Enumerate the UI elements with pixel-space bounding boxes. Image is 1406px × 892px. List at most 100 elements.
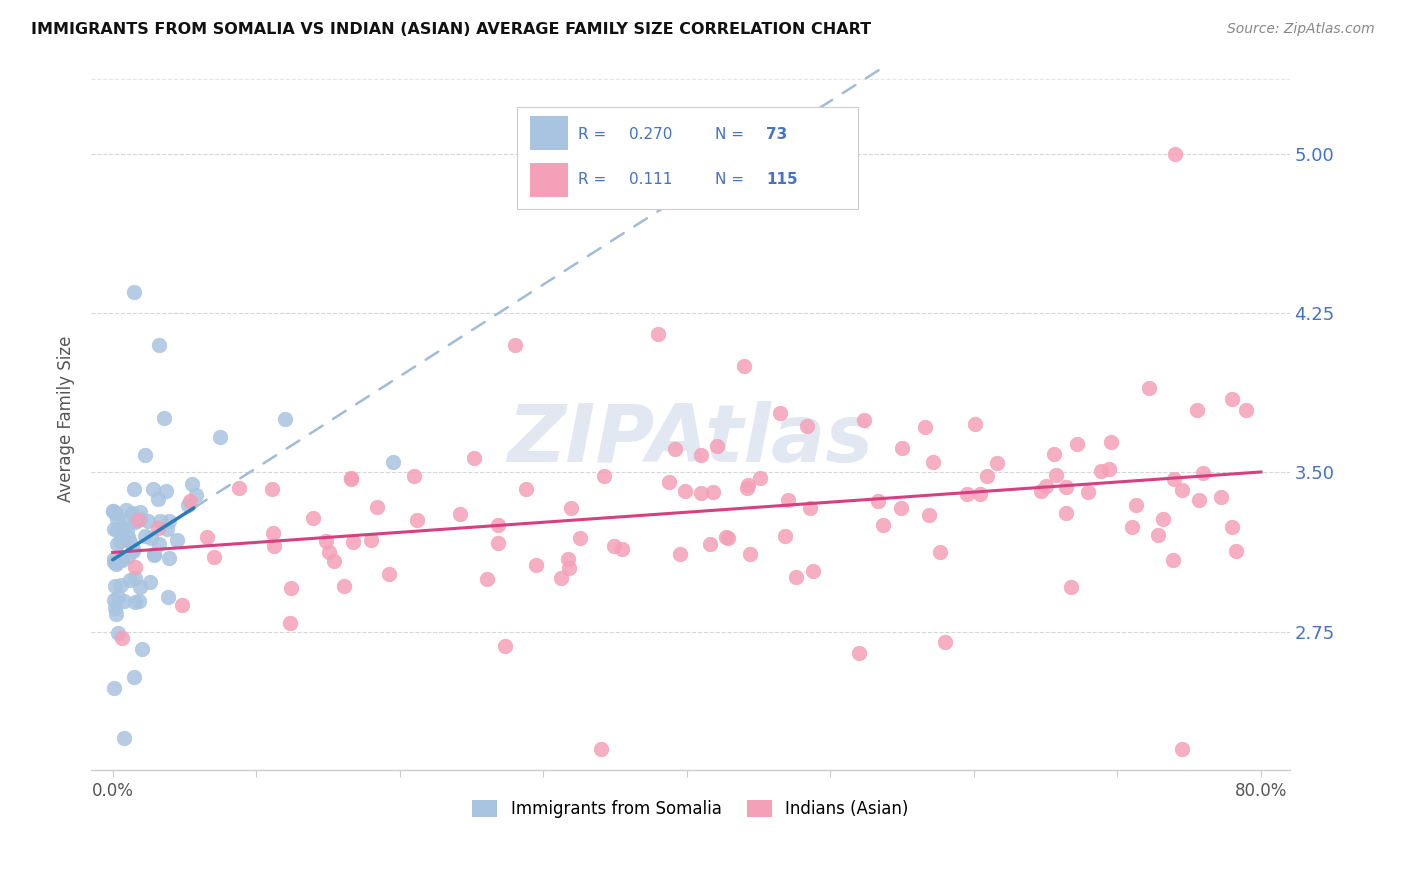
Point: [148, 338, 170, 352]
Text: Source: ZipAtlas.com: Source: ZipAtlas.com: [1227, 22, 1375, 37]
Point: [129, 580, 152, 594]
Point: [377, 567, 399, 582]
Point: [1192, 466, 1215, 480]
Point: [157, 514, 180, 528]
Point: [366, 500, 388, 515]
Point: [799, 500, 821, 515]
Point: [550, 570, 572, 584]
Point: [124, 559, 146, 574]
Point: [172, 599, 194, 613]
Point: [1187, 403, 1209, 417]
Point: [918, 508, 941, 522]
Point: [131, 642, 153, 657]
Point: [488, 517, 510, 532]
Point: [105, 557, 128, 571]
Point: [402, 469, 425, 483]
Point: [342, 535, 364, 549]
Point: [486, 536, 509, 550]
Point: [103, 522, 125, 536]
Point: [1121, 520, 1143, 534]
Point: [1045, 467, 1067, 482]
Point: [773, 529, 796, 543]
Point: [1077, 485, 1099, 500]
Point: [274, 412, 297, 426]
Point: [965, 417, 987, 432]
Point: [610, 541, 633, 556]
Point: [557, 552, 579, 566]
Point: [262, 482, 284, 496]
Point: [524, 558, 547, 572]
Text: IMMIGRANTS FROM SOMALIA VS INDIAN (ASIAN) AVERAGE FAMILY SIZE CORRELATION CHART: IMMIGRANTS FROM SOMALIA VS INDIAN (ASIAN…: [31, 22, 872, 37]
Text: ZIPAtlas: ZIPAtlas: [508, 401, 873, 479]
Point: [107, 590, 129, 604]
Point: [1225, 543, 1247, 558]
Point: [956, 487, 979, 501]
Point: [104, 579, 127, 593]
Point: [157, 590, 180, 604]
Point: [124, 670, 146, 684]
Point: [103, 681, 125, 696]
Point: [104, 555, 127, 569]
Point: [717, 531, 740, 545]
Point: [735, 481, 758, 495]
Point: [1188, 492, 1211, 507]
Point: [986, 456, 1008, 470]
Point: [179, 494, 201, 508]
Point: [1035, 479, 1057, 493]
Point: [121, 507, 143, 521]
Point: [449, 507, 471, 521]
Point: [142, 548, 165, 562]
Point: [360, 533, 382, 547]
Point: [148, 537, 170, 551]
Point: [796, 418, 818, 433]
Point: [118, 534, 141, 549]
Point: [776, 493, 799, 508]
Point: [155, 483, 177, 498]
Point: [714, 530, 737, 544]
Point: [105, 524, 128, 538]
Point: [141, 531, 163, 545]
Point: [108, 533, 131, 548]
Point: [740, 547, 762, 561]
Point: [103, 551, 125, 566]
Point: [139, 575, 162, 590]
Point: [1137, 381, 1160, 395]
Legend: Immigrants from Somalia, Indians (Asian): Immigrants from Somalia, Indians (Asian): [465, 793, 915, 825]
Point: [1098, 462, 1121, 476]
Point: [921, 455, 943, 469]
Point: [1099, 434, 1122, 449]
Point: [112, 731, 135, 745]
Point: [339, 471, 361, 485]
Point: [1163, 472, 1185, 486]
Point: [749, 471, 772, 485]
Point: [1054, 506, 1077, 520]
Point: [706, 439, 728, 453]
Point: [157, 550, 180, 565]
Point: [914, 419, 936, 434]
Point: [733, 359, 755, 373]
Point: [769, 406, 792, 420]
Point: [890, 441, 912, 455]
Point: [110, 549, 132, 564]
Point: [890, 500, 912, 515]
Point: [114, 513, 136, 527]
Point: [117, 530, 139, 544]
Point: [209, 429, 232, 443]
Point: [340, 472, 363, 486]
Point: [929, 545, 952, 559]
Point: [381, 455, 404, 469]
Point: [1059, 580, 1081, 594]
Point: [315, 533, 337, 548]
Point: [463, 450, 485, 465]
Point: [125, 513, 148, 527]
Point: [1163, 553, 1185, 567]
Point: [142, 483, 165, 497]
Point: [124, 515, 146, 529]
Point: [110, 578, 132, 592]
Point: [195, 530, 218, 544]
Point: [127, 513, 149, 527]
Point: [228, 481, 250, 495]
Point: [122, 483, 145, 497]
Point: [111, 520, 134, 534]
Point: [1220, 392, 1243, 407]
